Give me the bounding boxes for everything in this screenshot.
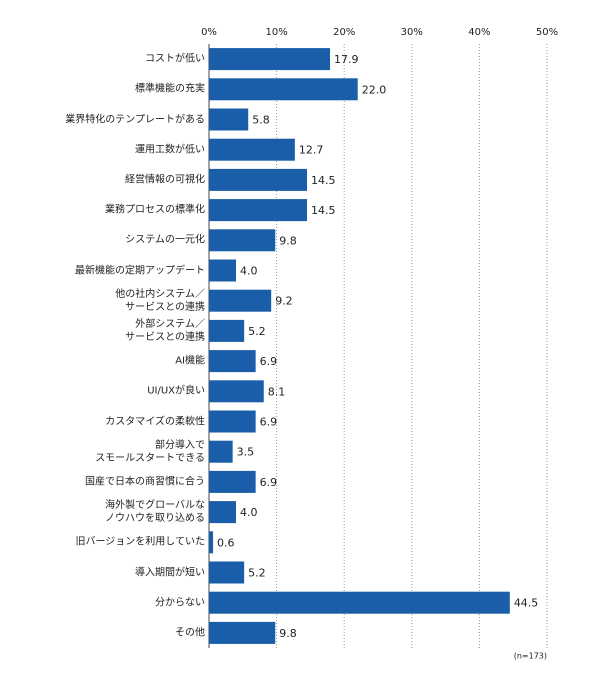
value-label: 3.5 xyxy=(237,446,255,459)
bar xyxy=(209,440,233,463)
y-tick-label: 国産で日本の商習慣に合う xyxy=(85,476,205,488)
value-label: 5.8 xyxy=(252,114,270,127)
value-label: 22.0 xyxy=(362,83,387,96)
bar xyxy=(209,259,237,282)
value-label: 4.0 xyxy=(240,265,257,278)
y-tick-label: 業界特化のテンプレートがある xyxy=(65,114,205,125)
value-label: 6.9 xyxy=(260,416,278,429)
x-tick-label: 10% xyxy=(265,27,287,38)
bar xyxy=(209,108,249,131)
value-label: 9.2 xyxy=(275,295,293,308)
value-label: 5.2 xyxy=(248,567,265,580)
x-tick-label: 40% xyxy=(468,27,490,38)
y-tick-label: UI/UXが良い xyxy=(147,385,205,397)
y-tick-label: 部分導入で スモールスタートできる xyxy=(95,439,205,464)
y-tick-label: システムの一元化 xyxy=(125,234,205,246)
bar xyxy=(209,380,264,403)
bar xyxy=(209,78,358,101)
y-tick-label: カスタマイズの柔軟性 xyxy=(105,416,205,427)
bar xyxy=(209,229,276,252)
bar xyxy=(209,561,245,584)
value-label: 0.6 xyxy=(217,536,235,549)
y-tick-label: コストが低い xyxy=(145,53,205,65)
bar xyxy=(209,319,245,342)
y-tick-label: 外部システム／ サービスとの連携 xyxy=(125,318,205,343)
bar xyxy=(209,350,256,373)
y-tick-label: 運用工数が低い xyxy=(135,144,205,156)
value-label: 6.9 xyxy=(260,476,278,489)
value-label: 6.9 xyxy=(260,355,278,368)
value-label: 14.5 xyxy=(311,204,336,217)
bar xyxy=(209,199,308,222)
value-label: 17.9 xyxy=(334,53,359,66)
y-tick-label: 他の社内システム／ サービスとの連携 xyxy=(115,288,205,313)
bar xyxy=(209,621,276,644)
value-label: 5.2 xyxy=(248,325,265,338)
value-label: 44.5 xyxy=(514,597,539,610)
bar xyxy=(209,138,295,161)
x-tick-label: 30% xyxy=(401,27,423,38)
bar xyxy=(209,48,331,71)
value-label: 8.1 xyxy=(268,385,286,398)
bar xyxy=(209,501,237,524)
bar xyxy=(209,410,256,433)
value-label: 12.7 xyxy=(299,144,324,157)
bar xyxy=(209,470,256,493)
x-tick-label: 50% xyxy=(536,27,558,38)
bar xyxy=(209,289,272,312)
y-tick-label: 導入期間が短い xyxy=(135,567,205,578)
bar xyxy=(209,531,214,554)
value-label: 14.5 xyxy=(311,174,336,187)
value-label: 9.8 xyxy=(279,234,297,247)
y-tick-label: 標準機能の充実 xyxy=(135,83,205,95)
x-tick-label: 0% xyxy=(201,27,217,38)
value-label: 4.0 xyxy=(240,506,257,519)
sample-note: (n=173) xyxy=(514,652,547,661)
y-tick-label: 業務プロセスの標準化 xyxy=(105,204,205,216)
value-label: 9.8 xyxy=(279,627,297,640)
y-tick-label: 海外製でグローバルな ノウハウを取り込める xyxy=(105,500,205,525)
x-tick-label: 20% xyxy=(333,27,355,38)
y-tick-label: 経営情報の可視化 xyxy=(125,174,205,186)
bar xyxy=(209,591,510,614)
y-tick-label: AI機能 xyxy=(175,355,205,367)
y-tick-label: その他 xyxy=(175,627,205,639)
y-tick-label: 分からない xyxy=(155,597,205,609)
bar xyxy=(209,168,308,191)
y-tick-label: 最新機能の定期アップデート xyxy=(75,265,205,276)
y-tick-label: 旧バージョンを利用していた xyxy=(75,536,206,548)
